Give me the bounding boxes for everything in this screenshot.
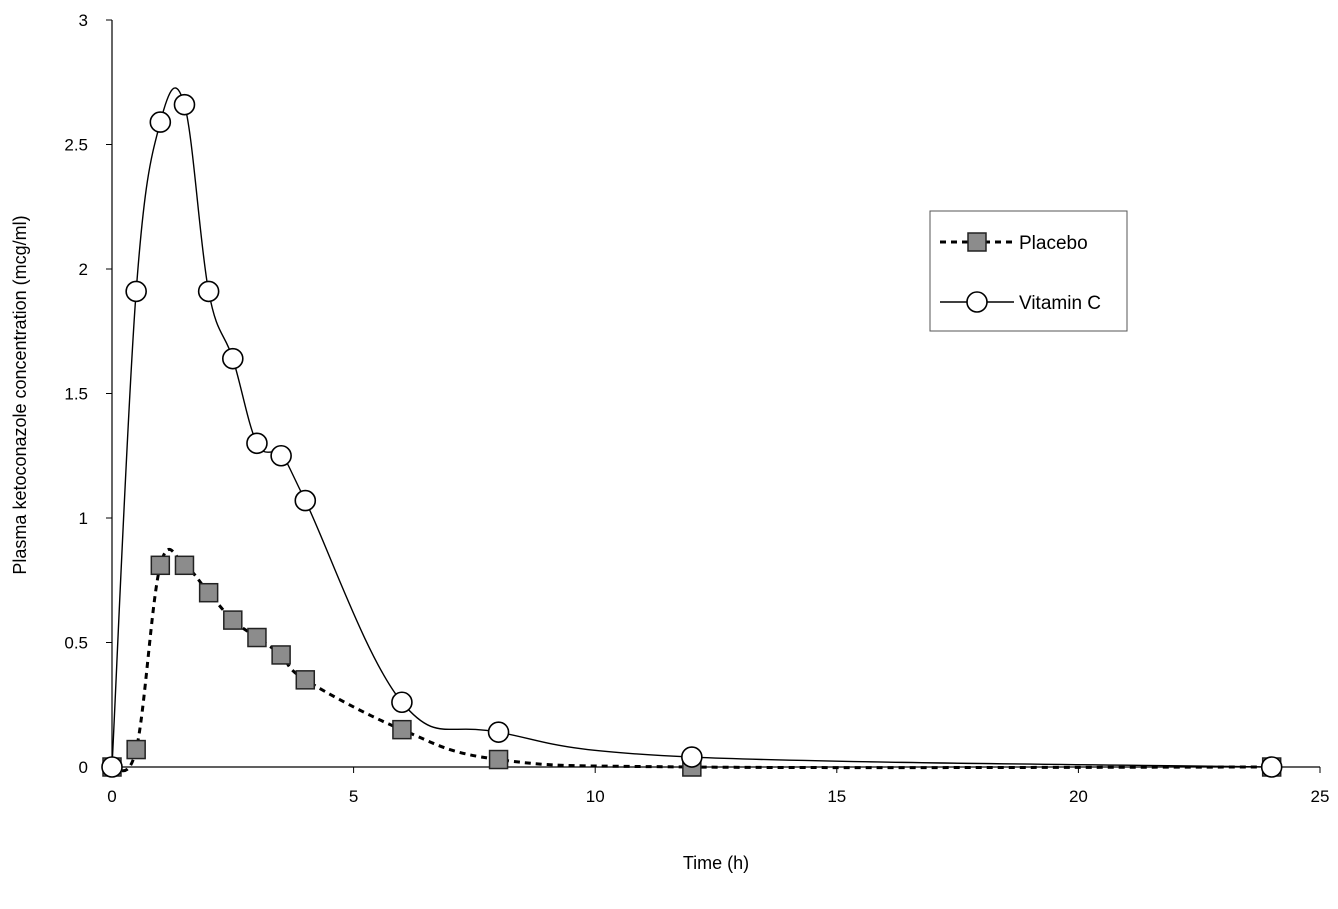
data-point — [681, 746, 703, 768]
series-line — [111, 87, 1272, 768]
legend-box — [929, 210, 1128, 332]
legend-items: Placebo Vitamin C — [940, 232, 1101, 314]
data-point — [392, 719, 412, 740]
data-point — [222, 347, 244, 370]
data-point — [270, 444, 292, 467]
x-tick-label: 5 — [349, 787, 358, 806]
data-point — [223, 610, 243, 630]
legend-item: Vitamin C — [940, 291, 1101, 314]
data-point — [487, 721, 510, 743]
series-vitamin-c — [101, 87, 1283, 778]
x-tick-label: 15 — [827, 787, 846, 806]
y-tick-label: 2 — [79, 260, 88, 279]
y-tick-label: 1.5 — [64, 385, 88, 404]
x-axis-ticks: 0 5 10 15 20 25 — [107, 767, 1329, 806]
y-tick-label: 2.5 — [64, 136, 88, 155]
data-point — [295, 670, 316, 690]
data-point — [174, 555, 195, 576]
legend-label: Placebo — [1019, 233, 1088, 254]
x-tick-label: 10 — [586, 787, 605, 806]
y-tick-label: 1 — [79, 509, 88, 528]
x-tick-label: 20 — [1069, 787, 1088, 806]
data-point — [1260, 756, 1283, 778]
legend-label: Vitamin C — [1019, 293, 1101, 314]
x-axis-label: Time (h) — [683, 853, 749, 873]
series-placebo — [102, 547, 1282, 777]
series-layer — [101, 87, 1283, 778]
x-tick-label: 0 — [107, 787, 116, 806]
data-point — [126, 739, 146, 760]
x-tick-label: 25 — [1311, 787, 1330, 806]
data-point — [149, 111, 172, 133]
legend-item: Placebo — [940, 232, 1088, 254]
y-axis-ticks: 0 0.5 1 1.5 2 2.5 3 — [64, 11, 112, 777]
plot-area: 0 0.5 1 1.5 2 2.5 3 0 5 10 15 20 25 — [64, 11, 1329, 806]
data-point — [150, 555, 171, 576]
data-point — [246, 432, 268, 455]
data-point — [173, 93, 196, 116]
data-point — [391, 691, 413, 714]
data-point — [198, 582, 219, 603]
data-point — [125, 280, 147, 303]
y-axis-label: Plasma ketoconazole concentration (mcg/m… — [10, 215, 30, 574]
y-tick-label: 3 — [79, 11, 88, 30]
data-point — [197, 280, 220, 303]
legend-marker-swatch — [966, 291, 988, 313]
y-tick-label: 0 — [79, 758, 88, 777]
data-point — [271, 645, 291, 665]
data-point — [247, 627, 267, 648]
legend-marker-swatch — [967, 232, 987, 252]
data-point — [294, 489, 317, 512]
data-point — [488, 749, 509, 770]
legend: Placebo Vitamin C — [929, 210, 1128, 332]
y-tick-label: 0.5 — [64, 634, 88, 653]
data-point — [101, 756, 123, 778]
